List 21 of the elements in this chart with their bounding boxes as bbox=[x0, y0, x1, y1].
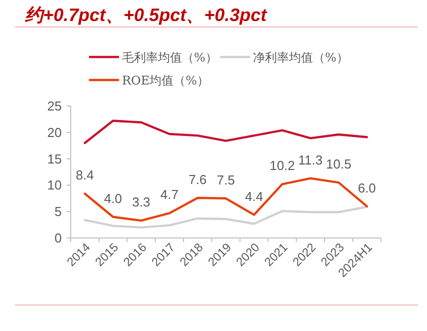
data-label: 11.3 bbox=[298, 152, 323, 168]
data-label: 4.7 bbox=[160, 187, 178, 202]
data-label: 7.6 bbox=[188, 172, 207, 187]
data-label: 8.4 bbox=[76, 168, 94, 183]
data-label: 4.4 bbox=[245, 188, 264, 204]
y-tick-label: 15 bbox=[47, 151, 62, 166]
legend-label: 净利率均值（%） bbox=[253, 50, 348, 64]
data-label: 4.0 bbox=[104, 190, 122, 206]
data-label: 6.0 bbox=[358, 180, 376, 196]
data-label: 10.5 bbox=[326, 156, 352, 172]
data-label: 10.2 bbox=[270, 158, 295, 174]
legend-label: 毛利率均值（%） bbox=[122, 50, 218, 64]
legend-label: ROE均值（%） bbox=[122, 74, 210, 88]
data-label: 7.5 bbox=[216, 172, 235, 188]
chart-title: 约+0.7pct、+0.5pct、+0.3pct bbox=[24, 5, 268, 25]
data-label: 3.3 bbox=[132, 194, 150, 210]
y-tick-label: 0 bbox=[54, 230, 62, 246]
y-tick-label: 20 bbox=[47, 124, 62, 140]
y-tick-label: 25 bbox=[47, 98, 62, 114]
y-tick-label: 5 bbox=[54, 204, 62, 220]
y-tick-label: 10 bbox=[47, 178, 62, 193]
